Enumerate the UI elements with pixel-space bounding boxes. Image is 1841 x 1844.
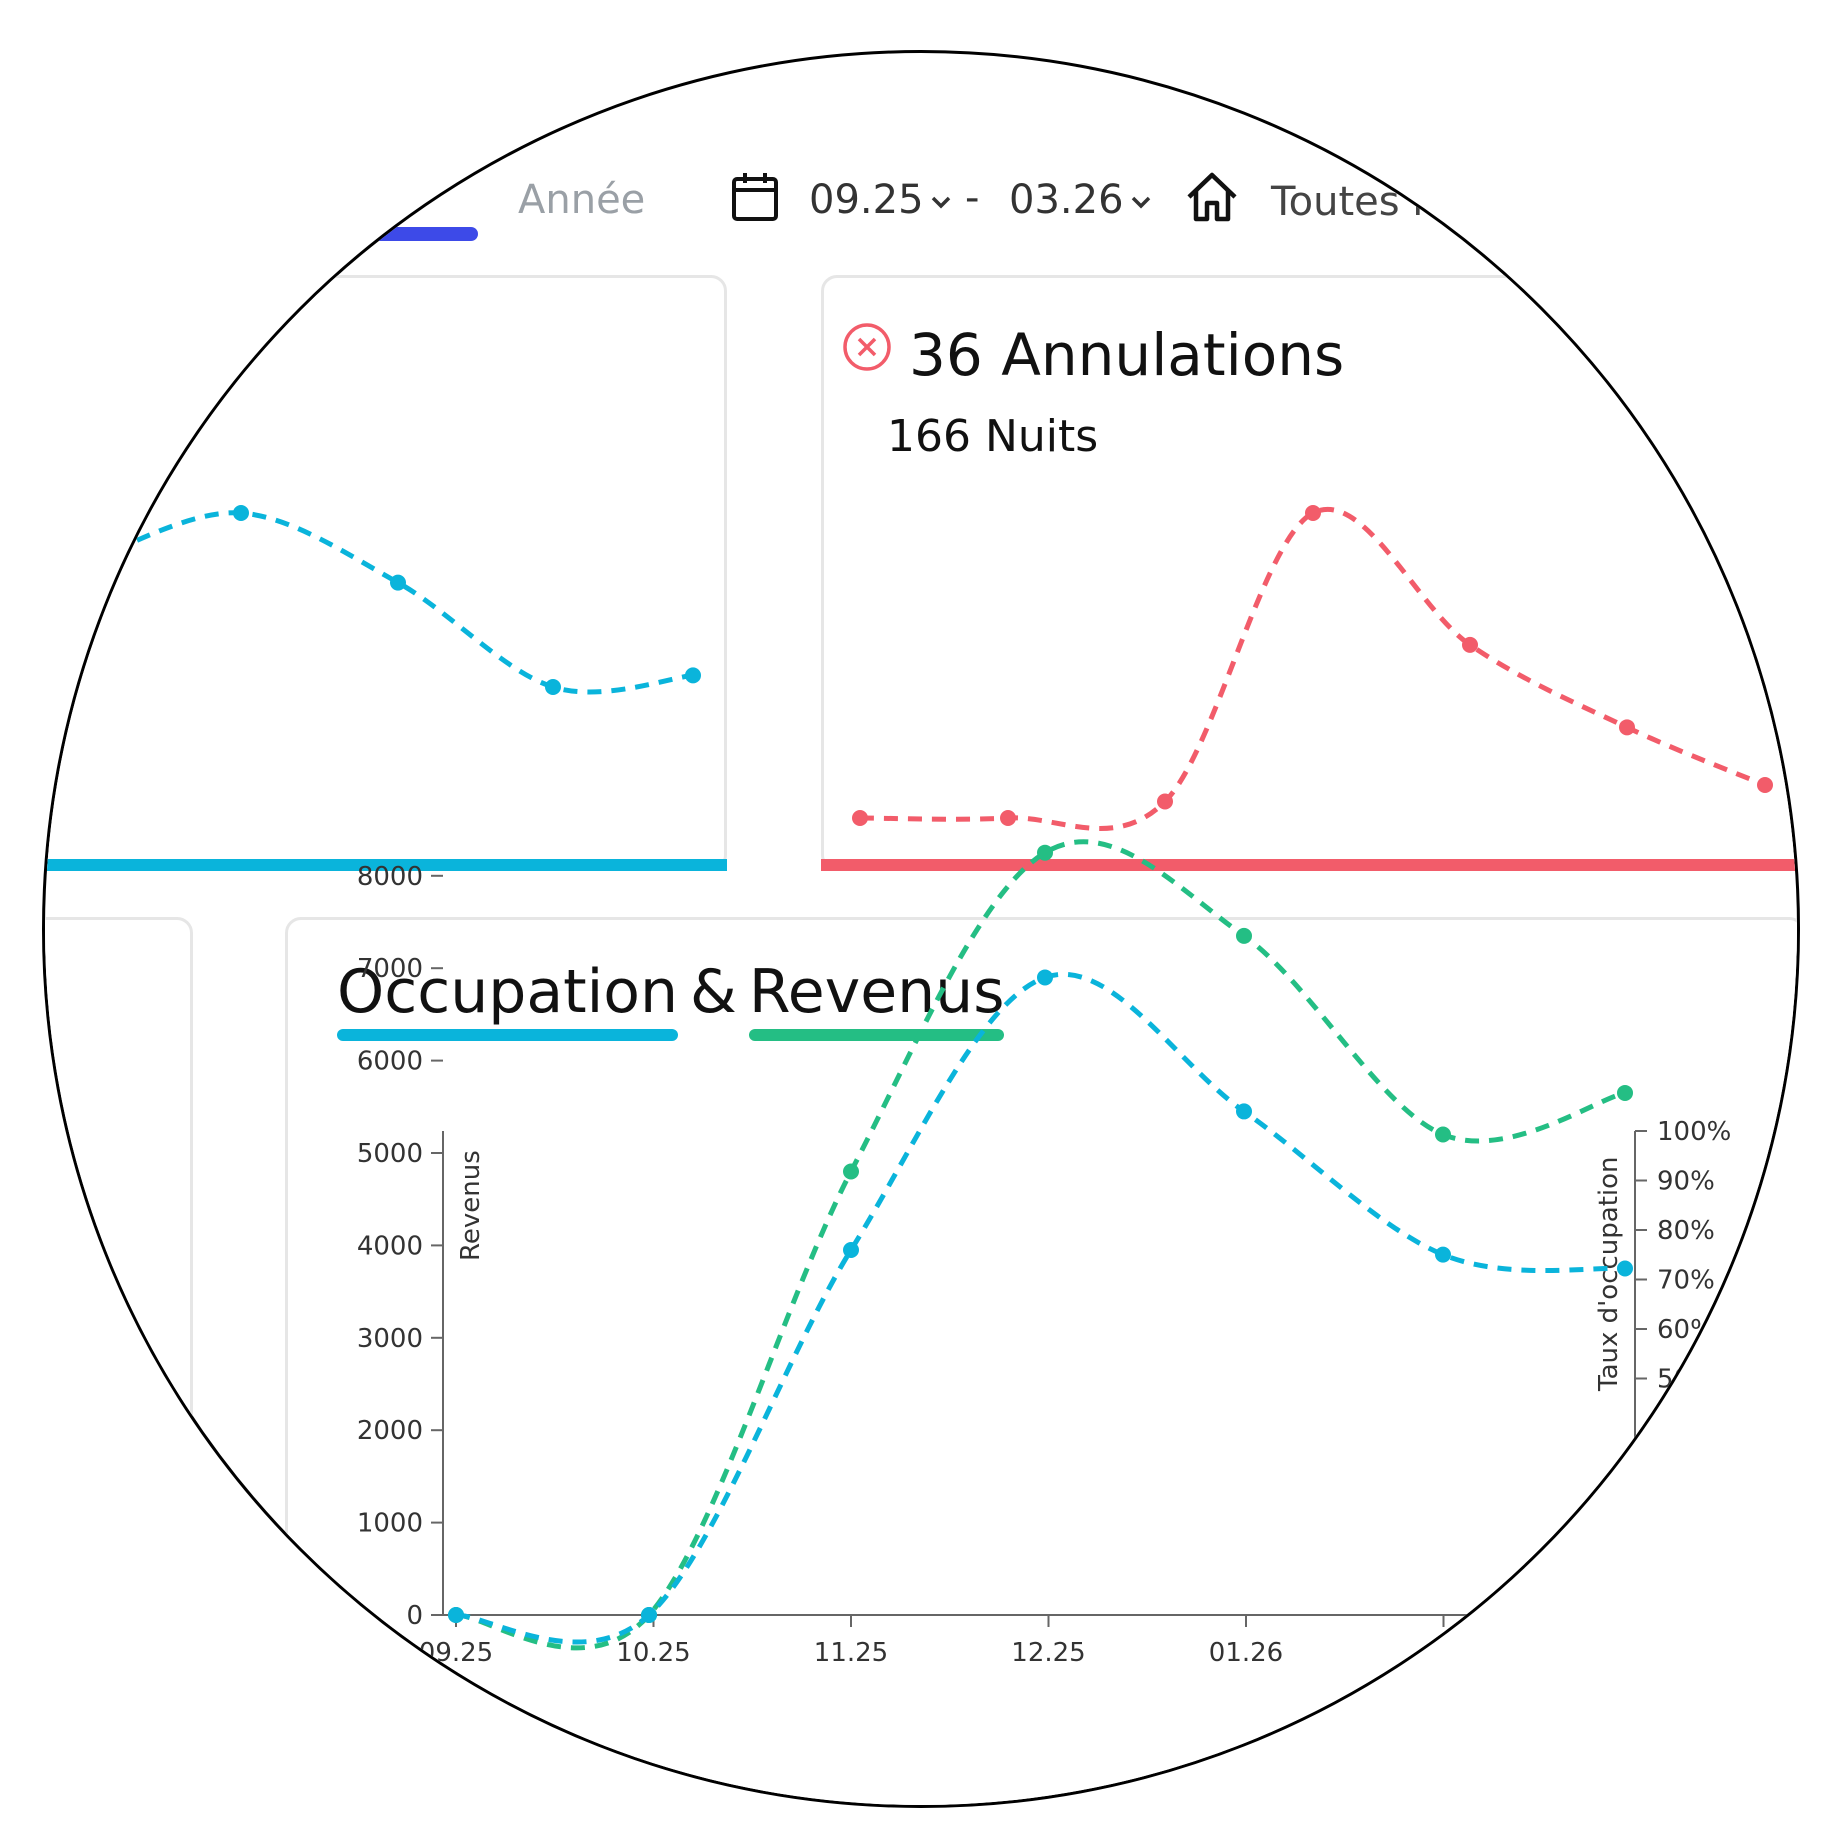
series-line-occupation	[455, 972, 1626, 1645]
cancellations-point[interactable]	[1757, 777, 1773, 794]
y-tick-label: 6000	[357, 1047, 423, 1077]
date-separator: -	[965, 175, 980, 221]
y2-tick-label: 50	[1657, 1365, 1690, 1395]
data-point-occupation[interactable]	[448, 1607, 464, 1623]
bookings-point[interactable]	[233, 505, 249, 521]
date-from-select[interactable]: 09.25	[809, 177, 952, 223]
data-point-revenus[interactable]	[1236, 927, 1252, 944]
cancellations-point[interactable]	[1157, 793, 1173, 810]
home-icon[interactable]	[1185, 171, 1239, 223]
occupation-revenue-chart: 0 1000 2000 3000 4000 5000 6000 7000 8000 Revenus…	[357, 839, 1797, 1668]
cancel-circle-icon	[843, 323, 891, 371]
data-point-revenus[interactable]	[1435, 1126, 1451, 1143]
data-point-occupation[interactable]	[1617, 1260, 1633, 1277]
data-point-revenus[interactable]	[1037, 844, 1053, 861]
x-tick-label: 09.25	[419, 1638, 493, 1668]
bookings-point[interactable]	[85, 551, 101, 568]
date-from-value: 09.25	[809, 177, 924, 223]
zoom-lens: Année 09.25 - 03.26 Toutes le ons	[42, 50, 1800, 1808]
y-tick-label: 2000	[357, 1416, 423, 1446]
data-point-occupation[interactable]	[1236, 1103, 1252, 1120]
chevron-down-icon	[931, 196, 950, 209]
cancellations-color-bar	[821, 859, 1797, 871]
x-tick-label: 10.25	[616, 1638, 690, 1668]
bookings-title: ons	[45, 323, 126, 391]
data-point-revenus[interactable]	[843, 1163, 859, 1180]
tab-annee[interactable]: Année	[518, 177, 646, 223]
y-tick-label: 4000	[357, 1231, 423, 1261]
data-point-occupation[interactable]	[1037, 969, 1053, 986]
y2-axis-label: Taux d'occupation	[1594, 1156, 1624, 1392]
chevron-down-icon	[1131, 196, 1150, 209]
bookings-point[interactable]	[390, 574, 406, 591]
title-amp: &	[690, 957, 737, 1027]
date-to-value: 03.26	[1009, 177, 1124, 223]
title-occupation: Occupation	[337, 957, 679, 1041]
y-tick-label: 1000	[357, 1509, 423, 1539]
x-tick-label: 01.26	[1209, 1638, 1283, 1668]
y-tick-label: 8000	[357, 862, 423, 892]
cancellations-point[interactable]	[1305, 505, 1321, 521]
chart-title: Occupation & Revenus	[337, 957, 1005, 1041]
y2-tick-label: 70%	[1657, 1266, 1715, 1296]
cancellations-title: 36 Annulations	[909, 321, 1345, 389]
bookings-point[interactable]	[685, 667, 701, 684]
x-tick-label: 02	[1427, 1638, 1460, 1668]
series-line-revenus	[455, 839, 1626, 1651]
y2-tick-label: 100%	[1657, 1117, 1731, 1147]
dashboard: Année 09.25 - 03.26 Toutes le ons	[45, 53, 1797, 1805]
data-point-occupation[interactable]	[1435, 1246, 1451, 1263]
data-point-occupation[interactable]	[641, 1607, 657, 1623]
y-tick-label: 5000	[357, 1139, 423, 1169]
y-axis-label: Revenus	[456, 1150, 486, 1261]
y2-tick-label: 60%	[1657, 1315, 1715, 1345]
y2-tick-label: 80%	[1657, 1216, 1715, 1246]
bookings-point[interactable]	[545, 679, 561, 695]
data-point-revenus[interactable]	[1617, 1084, 1633, 1101]
cancellations-point[interactable]	[852, 810, 868, 826]
cancellations-point[interactable]	[1619, 719, 1635, 736]
cancellations-point[interactable]	[1000, 810, 1016, 826]
y-tick-label: 7000	[357, 954, 423, 984]
calendar-icon[interactable]	[731, 171, 779, 223]
occupation-revenue-card	[285, 917, 1797, 1805]
date-to-select[interactable]: 03.26	[1009, 177, 1152, 223]
data-point-occupation[interactable]	[843, 1242, 859, 1259]
side-card	[45, 917, 193, 1805]
bookings-color-bar	[45, 859, 727, 871]
title-revenus: Revenus	[748, 957, 1005, 1041]
x-tick-label: 12.25	[1011, 1638, 1085, 1668]
bookings-line	[92, 510, 694, 695]
property-filter[interactable]: Toutes le	[1271, 179, 1449, 225]
active-tab-indicator	[323, 227, 478, 241]
y-tick-label: 3000	[357, 1324, 423, 1354]
cancellations-nights: 166 Nuits	[887, 411, 1099, 462]
sparklines	[85, 505, 1773, 831]
cancellations-point[interactable]	[1462, 636, 1478, 653]
y-tick-label: 0	[406, 1601, 423, 1631]
cancellations-card	[821, 275, 1797, 871]
y2-tick-label: 90%	[1657, 1167, 1715, 1197]
x-tick-label: 11.25	[814, 1638, 888, 1668]
